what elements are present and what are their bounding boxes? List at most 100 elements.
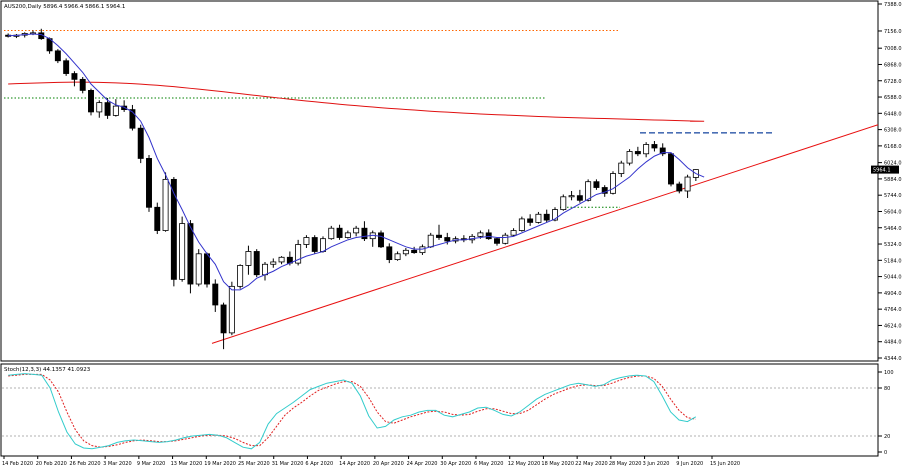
candle-body-52 [436, 234, 442, 238]
price-tick-label-20: 4484.0 [884, 340, 902, 346]
candle-body-25 [212, 283, 219, 306]
time-tick-label-3: 3 Mar 2020 [103, 461, 132, 467]
time-tick-label-17: 22 May 2020 [575, 461, 608, 467]
time-tick-label-18: 28 May 2020 [609, 461, 642, 467]
candle-body-6 [54, 50, 61, 62]
candle-body-24 [204, 253, 210, 285]
candle-body-16 [137, 127, 144, 159]
candle-body-19 [162, 178, 169, 231]
candle-body-7 [63, 60, 70, 74]
candle-body-41 [344, 232, 351, 238]
price-tick-label-17: 4904.0 [884, 291, 902, 297]
time-tick-label-16: 18 May 2020 [541, 461, 574, 467]
time-tick-label-4: 9 Mar 2020 [137, 461, 166, 467]
candle-body-72 [601, 187, 608, 194]
price-tick-label-21: 4344.0 [884, 356, 902, 362]
candle-body-43 [361, 227, 368, 240]
candle-body-13 [112, 105, 119, 116]
candle-body-18 [154, 206, 161, 231]
time-tick-label-7: 25 Mar 2020 [238, 461, 270, 467]
candles-group [5, 28, 699, 350]
candle-body-15 [129, 109, 136, 129]
candle-body-75 [626, 151, 633, 164]
candle-body-49 [411, 249, 418, 254]
candle-body-8 [71, 73, 78, 80]
time-tick-label-10: 14 Apr 2020 [339, 461, 370, 467]
stoch-header: Stoch(12,3,3) 44.1357 41.0923 [4, 367, 91, 373]
candle-body-21 [179, 223, 186, 280]
candle-body-76 [634, 151, 641, 155]
price-tick-label-15: 5184.0 [884, 258, 902, 264]
stoch-main-line [8, 373, 697, 450]
price-tick-label-19: 4624.0 [884, 323, 902, 329]
candle-body-67 [560, 196, 567, 211]
candle-body-31 [262, 263, 268, 276]
candle-body-27 [228, 285, 235, 334]
candle-body-9 [79, 78, 86, 91]
price-tick-label-7: 6308.0 [884, 128, 902, 134]
candle-body-78 [651, 144, 658, 149]
price-tick-label-18: 4764.0 [884, 307, 902, 313]
fast-ma-line [8, 33, 705, 291]
candle-body-12 [104, 102, 111, 116]
time-tick-label-6: 19 Mar 2020 [204, 461, 236, 467]
candle-body-82 [684, 176, 691, 192]
candle-body-22 [187, 223, 194, 285]
candle-body-39 [328, 227, 335, 240]
candle-body-50 [419, 246, 426, 254]
price-tick-label-12: 5604.0 [884, 209, 902, 215]
candle-body-53 [444, 237, 451, 242]
candle-body-14 [121, 105, 128, 110]
candle-body-40 [336, 227, 343, 238]
candle-body-57 [477, 232, 484, 237]
candle-body-69 [576, 195, 583, 201]
time-tick-label-5: 13 Mar 2020 [171, 461, 203, 467]
candle-body-28 [237, 265, 244, 287]
candle-body-61 [510, 230, 517, 236]
price-tick-label-6: 6448.0 [884, 111, 902, 117]
price-pane-frame [0, 0, 879, 362]
candle-body-46 [386, 246, 393, 261]
symbol-header: AUS200,Daily 5896.4 5966.4 5866.1 5964.1 [4, 4, 125, 10]
candle-body-70 [585, 181, 592, 201]
time-tick-label-19: 3 Jun 2020 [643, 461, 670, 467]
time-tick-label-14: 6 May 2020 [474, 461, 503, 467]
current-price-label: 5964.1 [873, 168, 891, 174]
candle-body-64 [535, 213, 542, 223]
price-tick-label-10: 5884.0 [884, 177, 902, 183]
time-tick-label-9: 6 Apr 2020 [305, 461, 333, 467]
candle-body-71 [593, 181, 600, 188]
price-tick-label-0: 7388.0 [884, 2, 902, 8]
candle-body-63 [527, 218, 534, 223]
price-tick-label-5: 6588.0 [884, 95, 902, 101]
current-price-tag [871, 165, 899, 174]
candle-body-38 [320, 238, 326, 252]
candle-body-47 [394, 253, 401, 261]
candle-body-23 [195, 253, 202, 285]
price-tick-label-3: 6868.0 [884, 62, 902, 68]
candle-body-77 [643, 144, 650, 155]
candle-body-11 [96, 102, 103, 113]
candle-body-73 [610, 173, 616, 194]
price-tick-label-9: 6024.0 [884, 161, 902, 167]
candle-body-48 [402, 249, 409, 255]
time-tick-label-15: 12 May 2020 [508, 461, 541, 467]
candle-body-45 [378, 232, 384, 248]
rising-trendline [211, 124, 879, 344]
candle-body-62 [518, 218, 525, 231]
time-tick-label-1: 20 Feb 2020 [36, 461, 67, 467]
time-tick-label-12: 24 Apr 2020 [407, 461, 438, 467]
candle-body-32 [270, 261, 277, 265]
stoch-tick-label-3: 0 [884, 450, 887, 456]
candle-body-81 [676, 183, 683, 192]
slow-ma-group [8, 81, 705, 122]
candle-body-59 [494, 238, 500, 244]
candle-body-20 [170, 178, 177, 280]
candle-body-10 [88, 90, 94, 113]
price-tick-label-11: 5744.0 [884, 193, 902, 199]
time-tick-label-2: 26 Feb 2020 [69, 461, 100, 467]
time-axis: 14 Feb 2020 20 Feb 2020 26 Feb 2020 3 Mar 2… [2, 456, 740, 467]
